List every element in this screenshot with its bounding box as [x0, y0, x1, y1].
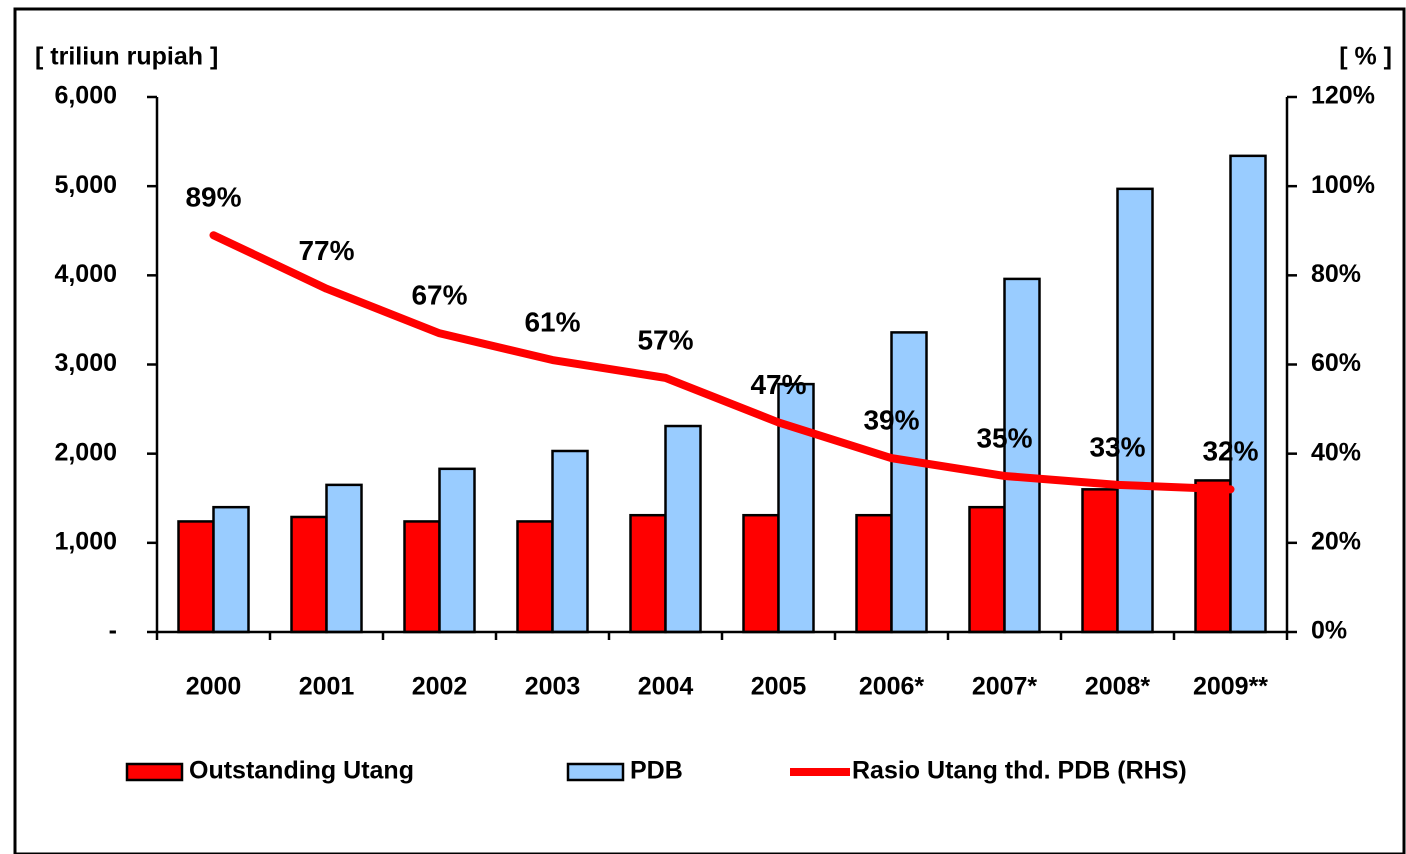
bar [1116, 187, 1154, 634]
y2-tick-label: 60% [1311, 349, 1361, 377]
y2-axis-title: [ % ] [1339, 43, 1392, 71]
y-tick-label: 6,000 [54, 82, 117, 110]
line [209, 231, 1235, 494]
x-tick-label: 2003 [525, 673, 581, 701]
bar [1003, 277, 1041, 634]
legend-label: PDB [630, 757, 683, 785]
data-label: 77% [298, 235, 354, 266]
legend-swatch [125, 762, 184, 782]
bar [551, 449, 589, 634]
data-label: 67% [411, 280, 467, 311]
bar [325, 483, 363, 634]
bar [1081, 488, 1119, 634]
bar [890, 331, 928, 634]
x-tick-label: 2000 [186, 673, 242, 701]
bar [403, 520, 441, 634]
data-label: 39% [863, 405, 919, 436]
y-tick-label: - [109, 617, 117, 645]
bar [664, 424, 702, 634]
y-axis-title: [ triliun rupiah ] [35, 43, 218, 71]
bar [1229, 154, 1267, 634]
x-tick-label: 2007* [972, 673, 1038, 701]
data-label: 61% [524, 306, 580, 337]
data-label: 33% [1089, 431, 1145, 462]
bar [212, 505, 250, 634]
legend-label: Rasio Utang thd. PDB (RHS) [852, 757, 1187, 785]
y2-tick-label: 40% [1311, 438, 1361, 466]
y-tick-label: 2,000 [54, 438, 117, 466]
data-label: 47% [750, 369, 806, 400]
bar [438, 467, 476, 634]
data-label: 89% [185, 182, 241, 213]
data-label: 57% [637, 324, 693, 355]
chart-border [13, 7, 1406, 854]
bar [629, 513, 667, 634]
data-label: 32% [1202, 436, 1258, 467]
bar [1194, 479, 1232, 634]
x-tick-label: 2005 [751, 673, 807, 701]
y2-tick-label: 120% [1311, 82, 1375, 110]
data-label: 35% [976, 422, 1032, 453]
legend-swatch [566, 762, 625, 782]
y2-tick-label: 20% [1311, 527, 1361, 555]
bar [177, 520, 215, 634]
y2-tick-label: 80% [1311, 260, 1361, 288]
legend-label: Outstanding Utang [189, 757, 414, 785]
x-tick-label: 2004 [638, 673, 694, 701]
y2-tick-label: 100% [1311, 171, 1375, 199]
y-tick-label: 4,000 [54, 260, 117, 288]
bar [516, 520, 554, 634]
x-tick-label: 2006* [859, 673, 925, 701]
x-tick-label: 2001 [299, 673, 355, 701]
x-tick-label: 2009** [1193, 673, 1268, 701]
y-tick-label: 3,000 [54, 349, 117, 377]
y-tick-label: 5,000 [54, 171, 117, 199]
x-tick-label: 2002 [412, 673, 468, 701]
bar [855, 513, 893, 634]
y-tick-label: 1,000 [54, 527, 117, 555]
y2-tick-label: 0% [1311, 617, 1347, 645]
bar [290, 515, 328, 634]
bar [968, 505, 1006, 634]
x-tick-label: 2008* [1085, 673, 1151, 701]
bar [742, 513, 780, 634]
